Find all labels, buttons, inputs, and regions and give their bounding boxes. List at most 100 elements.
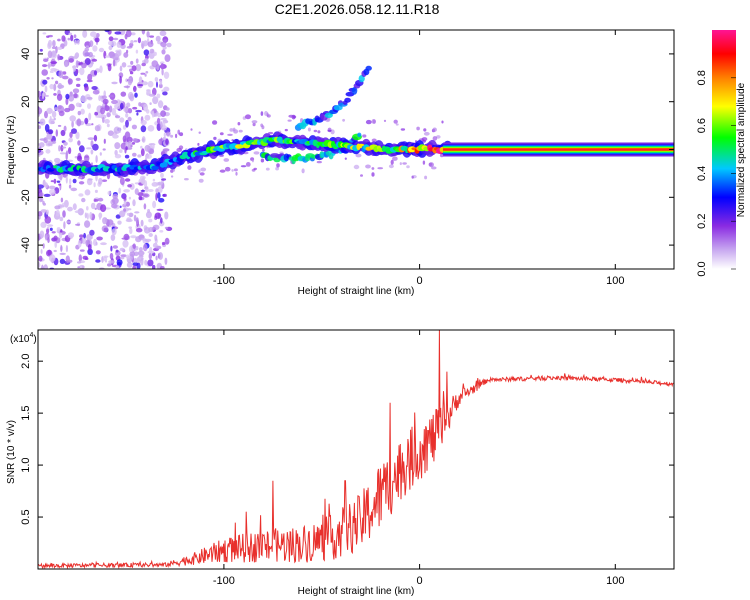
noise-blob [65,255,71,263]
noise-blob [94,207,97,210]
noise-blob [152,87,157,96]
noise-blob [87,73,93,82]
noise-blob [81,62,87,69]
noise-blob [142,243,148,252]
noise-blob [146,173,149,176]
noise-blob [161,49,166,55]
noise-blob [383,119,387,122]
noise-blob [90,149,94,155]
noise-blob [108,105,113,113]
noise-blob [67,206,73,212]
noise-blob [108,45,113,51]
noise-blob [44,94,49,97]
noise-blob [307,127,311,132]
colorbar-ticks: 0.0 0.2 0.4 0.6 0.8 [696,70,736,277]
noise-blob [371,167,375,170]
noise-blob [93,70,98,76]
noise-blob [159,79,163,86]
noise-blob [160,63,164,70]
noise-blob [140,40,145,49]
noise-blob [95,155,98,163]
branch-blob [345,91,355,97]
noise-blob [62,71,67,75]
noise-blob [212,120,218,125]
noise-blob [103,227,108,233]
noise-blob [120,102,124,110]
noise-blob [138,102,142,107]
colorbar-tick-label: 0.0 [696,261,708,276]
noise-blob [111,99,118,105]
noise-blob [120,142,127,150]
noise-blob [112,59,116,67]
noise-blob [164,257,168,265]
noise-blob [122,124,127,130]
noise-blob [138,76,143,85]
snr-panel: -100 0 100 0.5 1.0 1.5 2.0 (x104) Height of st… [6,329,675,597]
noise-blob [135,58,139,64]
noise-blob [39,192,44,197]
noise-blob [86,206,89,211]
noise-blob [74,39,77,45]
noise-blob [187,165,192,170]
noise-blob [72,178,77,184]
noise-blob [46,35,50,38]
noise-blob [78,193,84,197]
noise-blob [108,94,114,98]
noise-blob [42,64,48,68]
noise-blob [233,168,238,172]
noise-blob [147,125,155,132]
noise-blob [423,128,427,132]
noise-blob [102,98,109,105]
noise-blob [149,246,153,254]
noise-blob [60,244,63,253]
noise-blob [145,211,152,219]
noise-blob [57,105,62,110]
noise-blob [101,179,108,182]
noise-blob [139,247,143,252]
noise-blob [111,81,118,85]
noise-blob [390,159,394,165]
noise-blob [45,234,48,241]
branch-blob [344,97,351,103]
noise-blob [145,71,149,74]
noise-blob [110,245,113,252]
noise-blob [53,117,56,121]
noise-blob [140,189,146,192]
noise-blob [47,50,53,59]
branch-blob [351,86,358,95]
noise-blob [102,217,108,225]
noise-blob [133,40,138,43]
noise-blob [198,169,201,174]
noise-blob [83,232,86,239]
noise-blob [49,83,54,90]
noise-blob [132,106,138,110]
noise-blob [163,71,170,80]
snr-ticks: -100 0 100 0.5 1.0 1.5 2.0 [20,330,674,587]
noise-blob [140,125,147,133]
noise-blob [232,127,236,132]
noise-blob [439,153,444,158]
noise-blob [103,138,106,144]
noise-blob [58,110,65,117]
noise-blob [87,178,93,181]
noise-blob [44,124,50,132]
noise-blob [62,146,67,149]
noise-blob [151,60,159,68]
noise-blob [119,247,125,252]
noise-blob [59,216,64,222]
noise-blob [84,154,90,163]
noise-blob [158,252,164,260]
noise-blob [251,120,258,124]
noise-blob [129,93,135,102]
noise-blob [146,89,151,92]
noise-blob [145,154,152,159]
noise-blob [49,188,56,195]
noise-blob [100,242,107,246]
noise-blob [68,184,72,189]
noise-blob [79,234,84,238]
colorbar-tick-label: 0.6 [696,118,708,133]
noise-blob [39,48,43,52]
noise-blob [128,226,132,229]
noise-blob [87,103,91,109]
noise-blob [55,129,58,137]
